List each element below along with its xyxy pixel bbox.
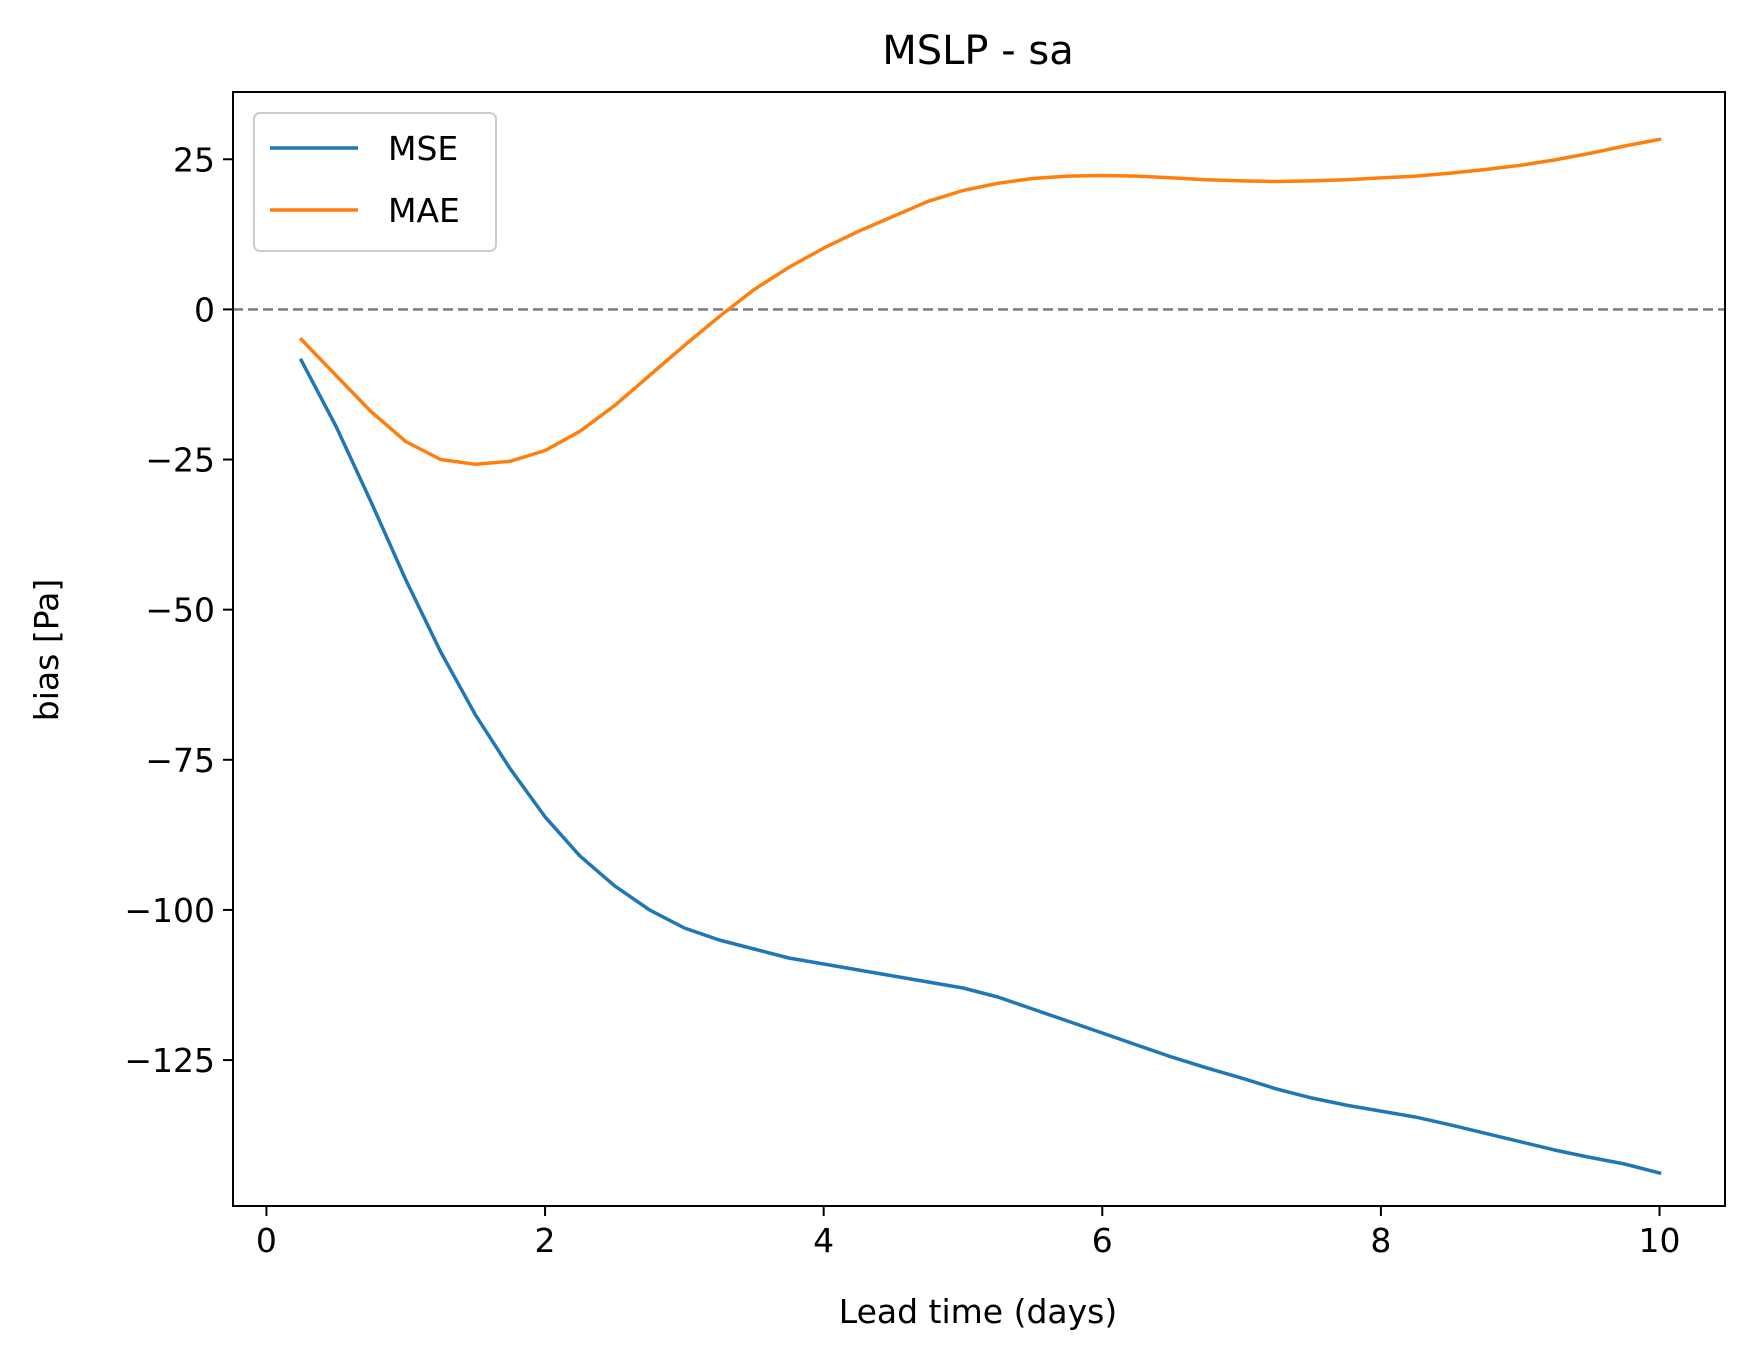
x-tick-label: 10 — [1639, 1221, 1681, 1260]
y-tick-label: −25 — [145, 441, 215, 480]
x-tick-label: 8 — [1370, 1221, 1391, 1260]
series-line-mse — [298, 358, 1662, 1176]
y-tick-label: 0 — [194, 290, 215, 329]
y-tick-label: −100 — [124, 891, 215, 930]
y-tick-label: −75 — [145, 741, 215, 780]
y-tick-label: 25 — [173, 140, 215, 179]
x-axis-ticks: 0 2 4 6 8 10 — [256, 1206, 1681, 1260]
y-tick-label: −125 — [124, 1041, 215, 1080]
x-tick-label: 2 — [535, 1221, 556, 1260]
x-tick-label: 0 — [256, 1221, 277, 1260]
plot-area-frame — [232, 91, 1726, 1207]
legend-box — [253, 112, 497, 252]
chart-title: MSLP - sa — [882, 28, 1074, 74]
x-tick-label: 6 — [1092, 1221, 1113, 1260]
y-axis-label: bias [Pa] — [27, 579, 66, 721]
series-layer — [298, 137, 1662, 1176]
legend-label-mae: MAE — [388, 191, 460, 230]
legend-entries: MSE MAE — [270, 129, 460, 230]
x-tick-label: 4 — [813, 1221, 834, 1260]
y-tick-label: −50 — [145, 591, 215, 630]
x-axis-label: Lead time (days) — [839, 1292, 1117, 1331]
series-line-mae — [298, 137, 1662, 467]
legend: MSE MAE — [253, 112, 497, 252]
legend-label-mse: MSE — [388, 129, 458, 168]
y-axis-ticks: 25 0 −25 −50 −75 −100 −125 — [124, 140, 233, 1080]
